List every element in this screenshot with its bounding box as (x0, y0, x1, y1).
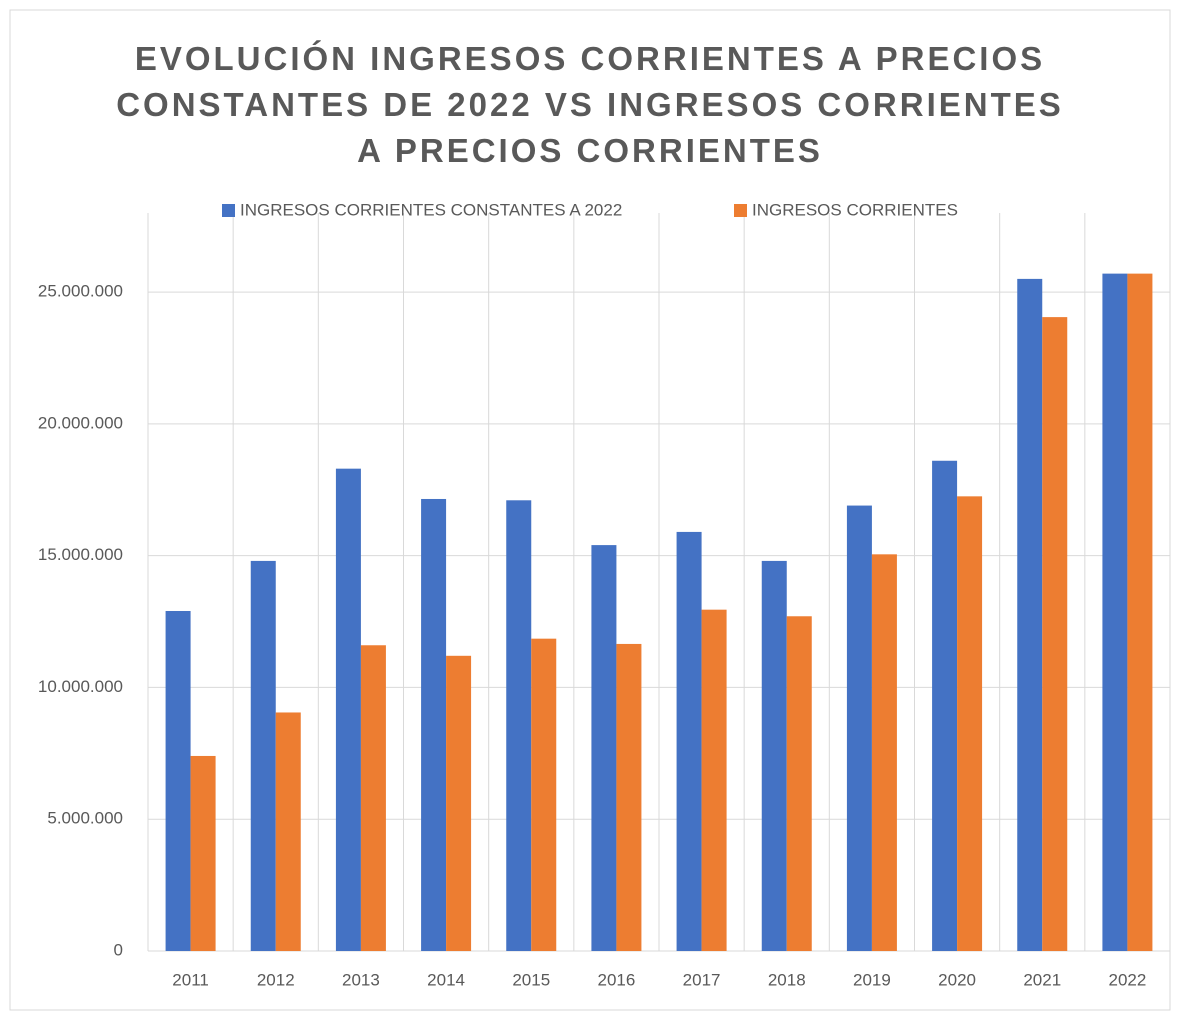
y-tick-label: 5.000.000 (47, 809, 123, 828)
bar (957, 496, 983, 951)
bar (846, 505, 872, 951)
bar (932, 460, 958, 951)
bar (531, 638, 557, 951)
x-tick-label: 2015 (512, 970, 550, 989)
x-tick-label: 2019 (853, 970, 891, 989)
bar (421, 498, 447, 951)
y-tick-label: 15.000.000 (38, 545, 123, 564)
x-tick-label: 2017 (683, 970, 721, 989)
y-tick-label: 0 (114, 940, 123, 959)
x-tick-label: 2018 (768, 970, 806, 989)
bar (871, 554, 897, 951)
x-tick-label: 2012 (257, 970, 295, 989)
x-tick-label: 2013 (342, 970, 380, 989)
legend-swatch (222, 204, 235, 217)
chart-title: EVOLUCIÓN INGRESOS CORRIENTES A PRECIOS … (116, 40, 1064, 169)
bar (275, 712, 301, 951)
bar (1017, 278, 1043, 952)
bar (616, 643, 642, 951)
x-tick-label: 2020 (938, 970, 976, 989)
bar (360, 645, 386, 951)
y-tick-label: 20.000.000 (38, 413, 123, 432)
bar (335, 468, 361, 951)
legend-label: INGRESOS CORRIENTES (752, 200, 958, 219)
x-tick-label: 2022 (1109, 970, 1147, 989)
x-tick-label: 2014 (427, 970, 465, 989)
legend-label: INGRESOS CORRIENTES CONSTANTES A 2022 (240, 200, 622, 219)
x-tick-label: 2011 (172, 970, 209, 989)
y-tick-label: 25.000.000 (38, 282, 123, 301)
bar (1102, 273, 1128, 951)
bar (250, 560, 276, 951)
bar (446, 655, 472, 951)
bar (165, 610, 191, 951)
legend-swatch (734, 204, 747, 217)
bar (786, 616, 812, 951)
bar (1127, 273, 1153, 951)
bar (1042, 317, 1068, 951)
bar (761, 560, 787, 951)
y-tick-label: 10.000.000 (38, 677, 123, 696)
bar (190, 755, 216, 951)
bar (676, 531, 702, 951)
bar (506, 500, 532, 951)
x-tick-label: 2016 (598, 970, 636, 989)
bar (701, 609, 727, 951)
bar (591, 545, 617, 951)
x-tick-label: 2021 (1023, 970, 1061, 989)
